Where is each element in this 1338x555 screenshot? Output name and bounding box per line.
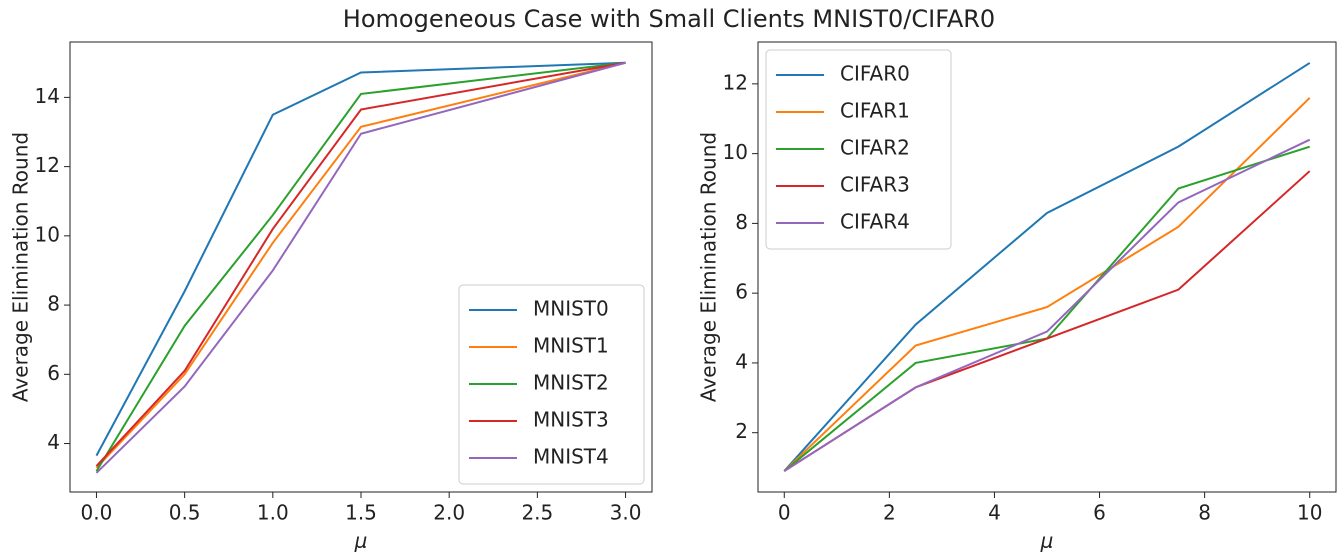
x-tick-label: 10 xyxy=(1297,501,1322,525)
x-tick-label: 6 xyxy=(1093,501,1106,525)
y-tick-label: 8 xyxy=(735,210,748,234)
series-line xyxy=(783,62,1311,472)
series-line xyxy=(783,138,1311,472)
figure-title: Homogeneous Case with Small Clients MNIS… xyxy=(343,5,995,33)
series-line xyxy=(95,61,626,472)
y-tick-label: 6 xyxy=(735,280,748,304)
y-tick-label: 4 xyxy=(735,349,748,373)
legend-label: MNIST4 xyxy=(533,445,609,469)
x-tick-label: 1.0 xyxy=(257,501,289,525)
series-line xyxy=(783,97,1311,472)
y-tick-label: 8 xyxy=(47,292,60,316)
y-tick-label: 4 xyxy=(47,430,60,454)
legend-box xyxy=(458,284,645,485)
legend-label: MNIST3 xyxy=(533,408,609,432)
x-tick-label: 0.0 xyxy=(81,501,113,525)
axes-frame xyxy=(69,41,653,493)
y-tick-label: 2 xyxy=(735,419,748,443)
series-line xyxy=(95,61,626,474)
x-tick-label: 0 xyxy=(778,501,791,525)
x-tick-label: 8 xyxy=(1198,501,1211,525)
x-tick-label: 2 xyxy=(883,501,896,525)
legend-label: MNIST0 xyxy=(533,297,609,321)
x-tick-label: 2.0 xyxy=(433,501,465,525)
y-tick-label: 14 xyxy=(35,84,60,108)
series-line xyxy=(95,61,626,457)
x-tick-label: 3.0 xyxy=(610,501,642,525)
x-tick-label: 4 xyxy=(988,501,1001,525)
x-tick-label: 1.5 xyxy=(345,501,377,525)
legend-label: MNIST1 xyxy=(533,334,609,358)
legend-label: MNIST2 xyxy=(533,371,609,395)
legend-label: CIFAR0 xyxy=(840,62,910,86)
x-axis-label: μ xyxy=(354,529,368,553)
legend-label: CIFAR2 xyxy=(840,136,910,160)
x-axis-label: μ xyxy=(1040,529,1054,553)
y-axis-label: Average Elimination Round xyxy=(9,132,33,402)
legend-label: CIFAR1 xyxy=(840,99,910,123)
legend-label: CIFAR3 xyxy=(840,173,910,197)
y-tick-label: 10 xyxy=(723,140,748,164)
y-tick-label: 12 xyxy=(35,153,60,177)
legend-box xyxy=(765,49,952,250)
series-line xyxy=(95,61,626,469)
x-tick-label: 2.5 xyxy=(521,501,553,525)
axes-frame xyxy=(757,41,1337,493)
y-tick-label: 6 xyxy=(47,361,60,385)
y-tick-label: 12 xyxy=(723,70,748,94)
y-axis-label: Average Elimination Round xyxy=(697,132,721,402)
series-line xyxy=(95,61,626,467)
y-tick-label: 10 xyxy=(35,222,60,246)
legend-label: CIFAR4 xyxy=(840,210,910,234)
x-tick-label: 0.5 xyxy=(169,501,201,525)
